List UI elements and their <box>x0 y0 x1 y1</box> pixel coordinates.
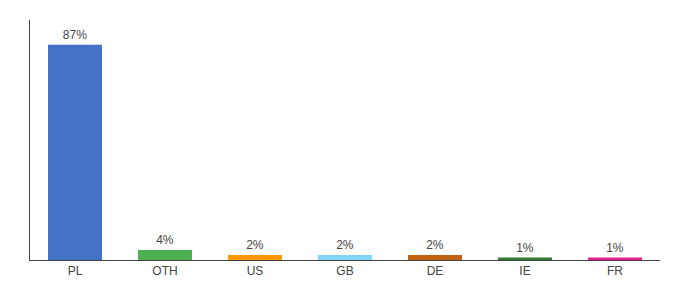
svg-text:GB: GB <box>336 264 353 278</box>
svg-text:87%: 87% <box>63 28 87 42</box>
svg-text:US: US <box>247 264 264 278</box>
svg-text:PL: PL <box>68 264 83 278</box>
svg-text:2%: 2% <box>336 238 354 252</box>
svg-text:IE: IE <box>519 264 530 278</box>
svg-text:DE: DE <box>427 264 444 278</box>
svg-text:1%: 1% <box>606 241 624 255</box>
svg-text:2%: 2% <box>246 238 264 252</box>
svg-text:2%: 2% <box>426 238 444 252</box>
svg-text:FR: FR <box>607 264 623 278</box>
svg-text:OTH: OTH <box>152 264 177 278</box>
svg-text:1%: 1% <box>516 241 534 255</box>
svg-text:4%: 4% <box>156 233 174 247</box>
